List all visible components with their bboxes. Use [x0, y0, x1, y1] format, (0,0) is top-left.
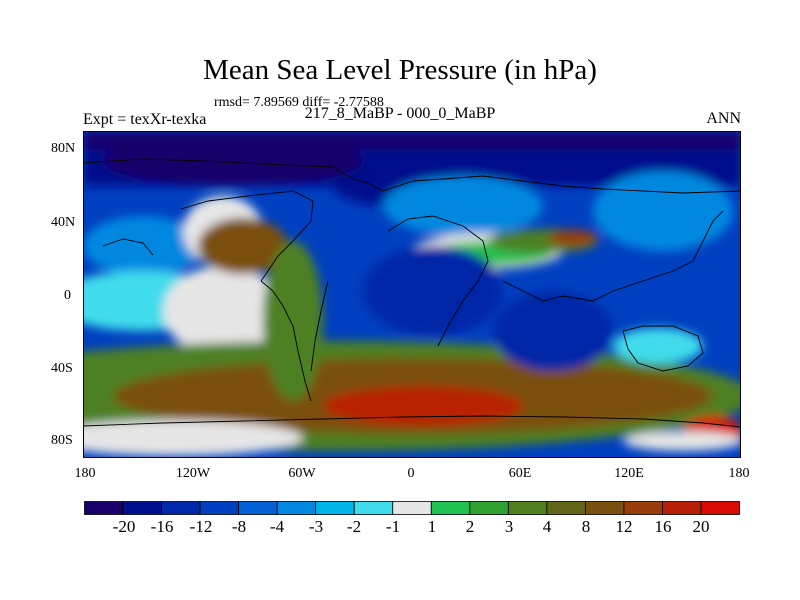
colorbar-swatch — [199, 501, 240, 515]
stats-label: rmsd= 7.89569 diff= -2.77588 — [214, 95, 384, 110]
x-tick-label: 120W — [175, 466, 211, 481]
colorbar-label: 2 — [465, 517, 475, 536]
colorbar-swatch — [353, 501, 394, 515]
antarctic-white-east — [623, 431, 741, 451]
east-pacific-white — [163, 266, 283, 356]
colorbar-label: -4 — [269, 517, 285, 536]
colorbar-swatch — [700, 501, 740, 515]
south-america-coast — [260, 280, 312, 402]
west-pacific-blue — [83, 216, 203, 276]
antarctic-coast — [83, 415, 741, 428]
colorbar-swatch — [315, 501, 355, 515]
colorbar-label: -12 — [189, 517, 213, 536]
colorbar-label: -2 — [346, 517, 362, 536]
colorbar-swatch — [161, 501, 201, 515]
x-tick-label: 60W — [288, 466, 316, 481]
colorbar-swatch — [430, 501, 471, 515]
x-tick-label: 120E — [614, 466, 644, 481]
colorbar-swatch — [469, 501, 509, 515]
colorbar-swatch — [122, 501, 162, 515]
coastlines — [83, 158, 741, 428]
colorbar-label: 12 — [615, 517, 633, 536]
colorbar-label: -1 — [385, 517, 401, 536]
x-tick-label: 60E — [508, 466, 532, 481]
colorbar-swatch — [84, 501, 124, 515]
africa-blue — [363, 246, 503, 336]
australia-cyan — [613, 328, 703, 364]
north-america-coast — [180, 190, 314, 282]
eurasia-north-coast — [382, 175, 741, 194]
pacific-island-arc — [102, 238, 154, 256]
x-tick-label: 180 — [728, 466, 750, 481]
colorbar-swatch — [546, 501, 586, 515]
antarctic-white-west — [83, 420, 303, 456]
colorbar-label: 1 — [427, 517, 437, 536]
colorbar-swatch — [662, 501, 702, 515]
colorbar-label: -20 — [112, 517, 136, 536]
asia-high — [548, 230, 598, 246]
indian-blue — [493, 291, 613, 371]
colorbar-label: -8 — [231, 517, 247, 536]
africa-coast — [387, 215, 489, 347]
experiment-label: Expt = texXr-texka — [83, 111, 207, 128]
y-tick-label: 80S — [51, 433, 73, 448]
colorbar-label: -3 — [308, 517, 324, 536]
colorbar-label: 20 — [692, 517, 710, 536]
north-pacific-low — [103, 136, 363, 186]
colorbar-swatch — [507, 501, 548, 515]
experiment-subtitle: 217_8_MaBP - 000_0_MaBP — [304, 105, 496, 122]
map-frame — [83, 131, 741, 458]
colorbar-swatch — [238, 501, 278, 515]
colorbar-swatch — [392, 501, 432, 515]
colorbar-swatch — [623, 501, 663, 515]
x-tick-label: 180 — [74, 466, 96, 481]
australia-coast — [622, 325, 704, 372]
chart-title: Mean Sea Level Pressure (in hPa) — [203, 54, 597, 86]
south-asia-coast — [502, 210, 724, 302]
arctic-coast — [83, 158, 384, 192]
x-tick-label: 0 — [407, 466, 415, 481]
season-label: ANN — [706, 110, 741, 127]
colorbar-label: -16 — [150, 517, 174, 536]
colorbar-swatch — [276, 501, 317, 515]
europe-blue — [383, 176, 543, 236]
colorbar — [84, 501, 740, 515]
colorbar-label: 16 — [654, 517, 672, 536]
y-tick-label: 40N — [51, 215, 76, 230]
colorbar-label: 4 — [542, 517, 552, 536]
colorbar-label: 8 — [581, 517, 591, 536]
southern-high-core — [323, 386, 523, 426]
y-tick-label: 0 — [64, 288, 71, 303]
pressure-map — [83, 131, 741, 458]
east-asia-blue — [593, 171, 733, 251]
y-tick-label: 80N — [51, 141, 76, 156]
colorbar-swatch — [584, 501, 625, 515]
y-tick-label: 40S — [51, 361, 73, 376]
south-america-east-coast — [310, 280, 329, 372]
nw-america-high — [198, 218, 288, 274]
south-america-green — [263, 241, 323, 401]
colorbar-label: 3 — [504, 517, 514, 536]
